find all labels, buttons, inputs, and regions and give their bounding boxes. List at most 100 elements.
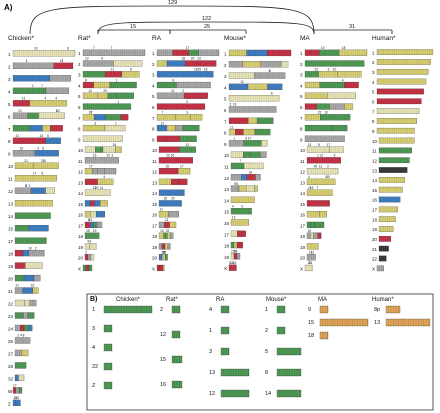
chromosome-label: 16: [224, 221, 230, 226]
chromosome-chicken-23: [14, 312, 35, 319]
chromosome-human-2: [376, 59, 431, 65]
chromosome-ma-8: [304, 124, 348, 132]
chromosome-label: 3: [8, 77, 11, 82]
segment-number: 20: [308, 261, 312, 265]
segment-number: 22: [197, 57, 201, 61]
chromosome-label: 10: [8, 164, 14, 169]
chromosome-segment: [12, 387, 17, 394]
chromosome-segment: [304, 135, 345, 142]
chromosome-segment: [228, 140, 245, 147]
chromosome-segment: [254, 128, 271, 136]
chromosome-segment: [14, 337, 31, 344]
chromosome-label: 12: [78, 170, 84, 175]
panel-b-block: [319, 305, 329, 314]
chromosome-label: 13: [8, 202, 14, 207]
chromosome-human-7: [376, 108, 420, 114]
chromosome-human-8: [376, 118, 417, 124]
segment-number: 4: [44, 97, 46, 101]
chromosome-segment: [378, 206, 399, 213]
chromosome-segment: [158, 189, 185, 196]
segment-number: 6: [56, 109, 58, 113]
chromosome-label: 16: [78, 213, 84, 218]
chromosome-ra-X: [156, 264, 165, 272]
chromosome-segment: [89, 200, 95, 207]
segment-number: 4: [269, 69, 271, 73]
chromosome-label: 3: [78, 73, 81, 78]
segment-number: 21: [16, 284, 20, 288]
chromosome-label: 7: [152, 116, 155, 121]
chromosome-segment: [170, 232, 174, 239]
chromosome-segment: [165, 135, 180, 142]
segment-number: 8: [318, 143, 320, 147]
chromosome-segment: [18, 387, 23, 394]
panel-b-chrom-label: 1: [265, 307, 268, 313]
chromosome-human-15: [378, 186, 403, 193]
chromosome-segment: [84, 243, 90, 250]
panel-b-chrom-label: 12: [160, 332, 166, 338]
chromosome-label: 8: [8, 139, 11, 144]
chromosome-segment: [34, 150, 59, 157]
chromosome-label: 1: [8, 52, 11, 57]
chromosome-rat-5: 12 20: [82, 89, 134, 99]
panel-b-ra: [220, 305, 230, 314]
panel-b-block: [385, 318, 431, 327]
chromosome-segment: [14, 162, 34, 169]
segment-number: 9: [269, 69, 271, 73]
chromosome-segment: [233, 253, 238, 260]
segment-number: 20: [161, 250, 165, 254]
chromosome-mouse-15: 34: [230, 204, 252, 215]
chromosome-segment: [344, 81, 359, 89]
segment-number: 15: [233, 261, 237, 265]
chromosome-mouse-10: [230, 151, 267, 158]
chromosome-segment: [254, 185, 258, 192]
chromosome-label: 5: [224, 97, 227, 102]
chromosome-segment: [310, 232, 314, 239]
panel-b-header: Human*: [372, 297, 394, 303]
segment-number: 4: [232, 204, 234, 208]
chromosome-segment: [84, 146, 96, 153]
chromosome-segment: [33, 274, 41, 282]
chromosome-segment: [50, 125, 63, 132]
chromosome-segment: [304, 114, 321, 121]
panel-b-rat: [171, 355, 183, 364]
panel-b-chicken: [103, 324, 113, 333]
chromosome-chicken-18: 10 2: [14, 246, 45, 257]
segment-number: 9: [88, 240, 90, 244]
segment-number: 17: [16, 396, 20, 400]
chromosome-rat-12: 17: [84, 164, 117, 175]
chromosome-label: 15: [372, 188, 378, 193]
chromosome-segment: [337, 71, 362, 78]
chromosome-segment: [378, 147, 412, 154]
chromosome-chicken-24: [14, 324, 33, 332]
chromosome-segment: [12, 112, 29, 119]
chromosome-human-12: [378, 157, 410, 164]
segment-number: 20: [95, 186, 99, 190]
species-header: MA: [300, 35, 310, 42]
chromosome-segment: [84, 211, 91, 218]
chromosome-segment: [230, 219, 249, 226]
panel-b-ra: [220, 368, 250, 377]
chromosome-segment: [318, 71, 338, 78]
chromosome-ra-14: [158, 189, 185, 196]
chromosome-segment: [178, 168, 191, 175]
chromosome-ra-13: [158, 178, 188, 185]
chromosome-segment: [28, 324, 33, 332]
chromosome-segment: [158, 178, 172, 185]
chromosome-segment: [329, 146, 344, 153]
panel-b-chrom-label: 15: [308, 320, 314, 326]
panel-b-ma: [319, 305, 329, 314]
chromosome-segment: [228, 49, 247, 57]
segment-number: 3: [89, 240, 91, 244]
chromosome-label: 6: [372, 99, 375, 104]
chromosome-label: 26: [8, 339, 14, 344]
chromosome-label: 12: [300, 170, 306, 175]
chromosome-label: 11: [372, 149, 377, 154]
chromosome-label: 22: [8, 302, 14, 307]
chromosome-label: 13: [78, 180, 84, 185]
chromosome-segment: [319, 211, 327, 218]
segment-number: 3: [327, 164, 329, 168]
chromosome-segment: [88, 264, 93, 272]
chromosome-label: 16: [152, 213, 158, 218]
